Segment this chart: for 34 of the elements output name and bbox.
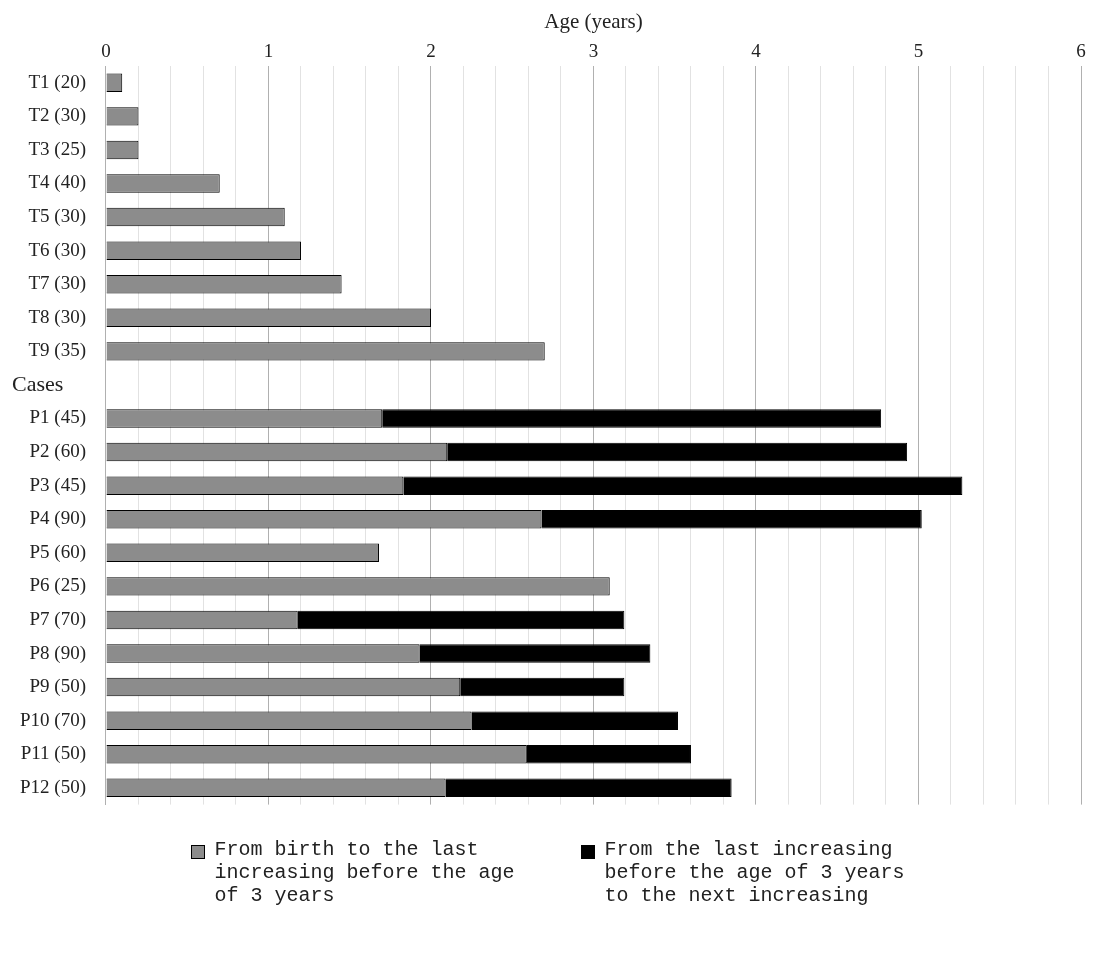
y-tick-label: P5 (60) [29,540,86,563]
y-tick-label: T7 (30) [28,272,86,295]
y-tick-label: T8 (30) [28,305,86,328]
y-tick-label: P10 (70) [19,708,86,731]
y-tick-label: P7 (70) [29,607,86,630]
bar [419,644,651,663]
y-tick-label: P12 (50) [19,775,86,798]
y-tick-label: T3 (25) [28,137,86,160]
y-tick-label: P1 (45) [29,406,86,429]
x-tick-label: 6 [1076,39,1086,61]
y-tick-label: T9 (35) [28,339,86,362]
x-axis-title: Age (years) [544,9,643,34]
y-tick-label: T5 (30) [28,205,86,228]
y-tick-label: P4 (90) [29,507,86,530]
y-tick-label: P3 (45) [29,473,86,496]
y-tick-label: P8 (90) [29,641,86,664]
y-tick-label: T2 (30) [28,104,86,127]
legend-label: From birth to the last increasing before the age of 3 years [214,838,516,907]
legend-label: From the last increasing before the age of 3 years to the next increasing [604,838,906,907]
x-tick-label: 5 [913,39,924,61]
x-tick-label: 3 [588,39,599,61]
y-tick-label: T4 (40) [28,171,86,194]
x-tick-label: 0 [101,39,111,61]
x-tick-label: 1 [263,39,274,61]
x-tick-label: 2 [426,39,436,61]
y-tick-label: P11 (50) [20,742,86,765]
x-tick-label: 4 [751,39,762,61]
y-axis-title: Cases [12,370,64,396]
y-tick-label: P2 (60) [29,440,86,463]
y-tick-label: P9 (50) [29,675,86,698]
bar [382,409,882,428]
y-tick-label: P6 (25) [29,574,86,597]
y-tick-label: T6 (30) [28,238,86,261]
y-tick-label: T1 (20) [28,70,86,93]
